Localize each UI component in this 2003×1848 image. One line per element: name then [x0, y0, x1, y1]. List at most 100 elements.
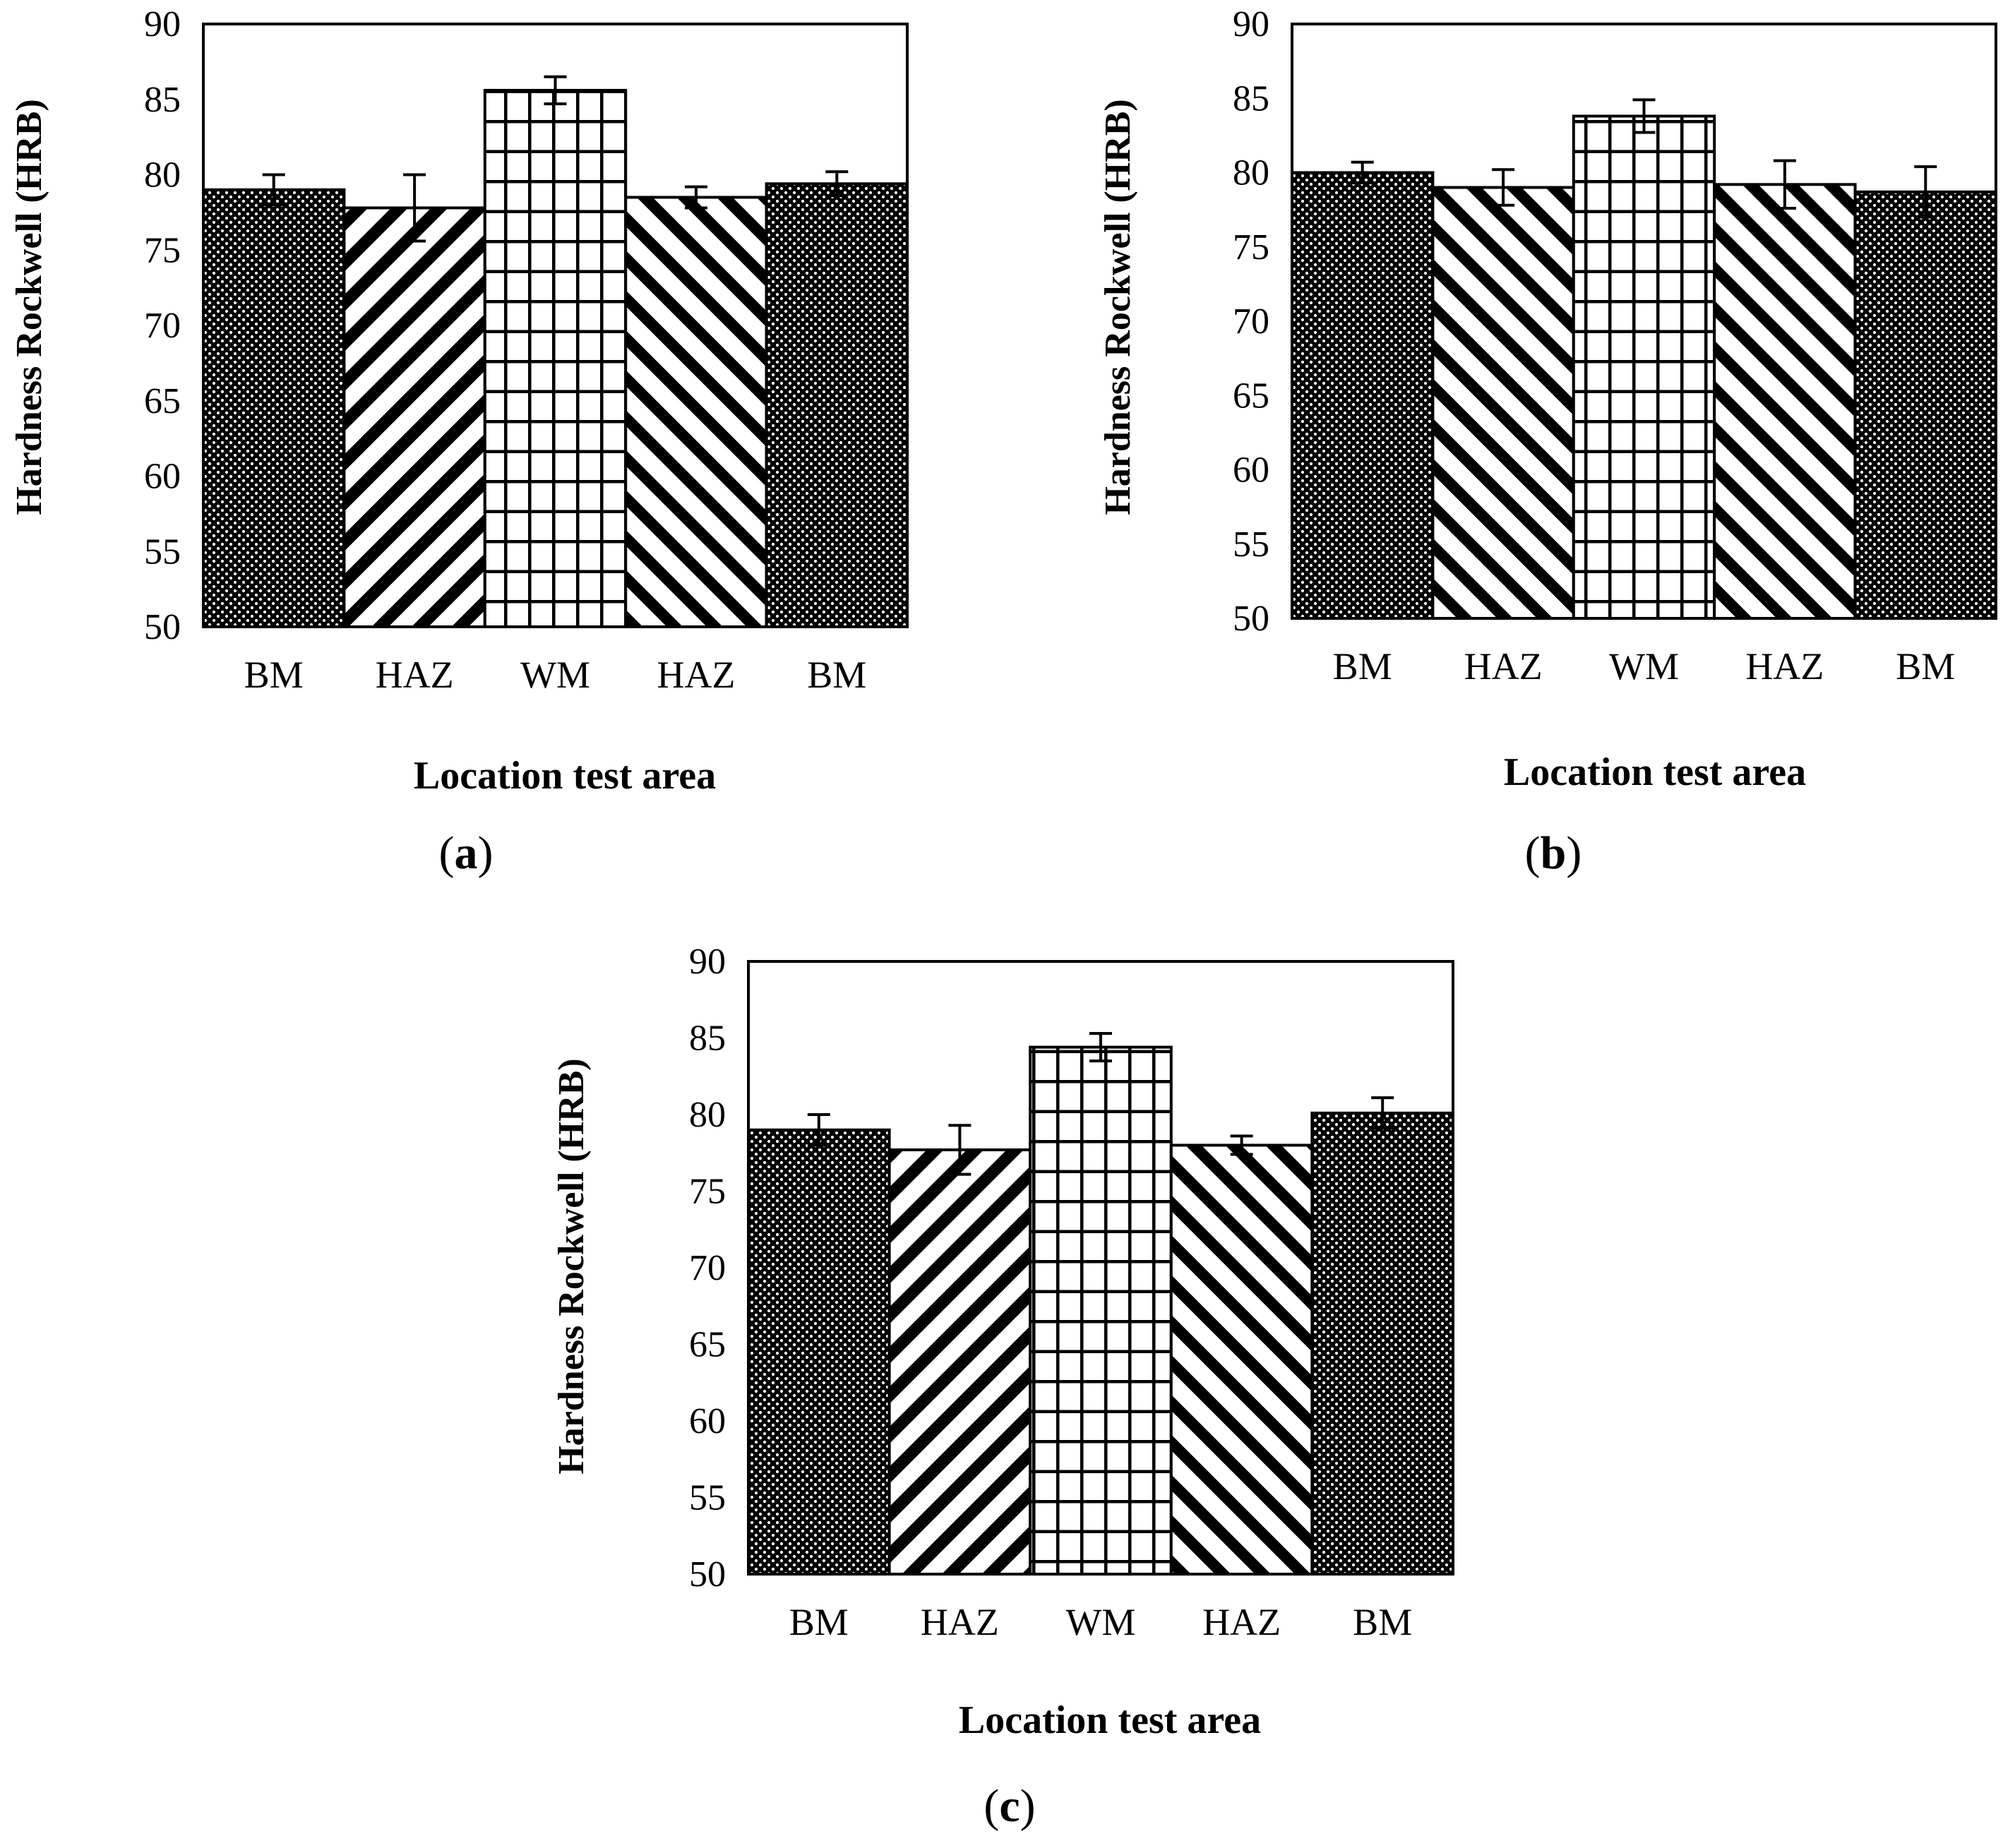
y-tick-label: 70: [1233, 301, 1269, 342]
error-bar: [1492, 168, 1515, 207]
y-tick-label: 90: [144, 4, 181, 44]
panel-caption: (b): [1525, 827, 1582, 879]
bar-series: [747, 1045, 1455, 1576]
x-tick-label: HAZ: [657, 654, 735, 696]
error-bar: [1773, 159, 1796, 210]
x-tick-label: BM: [244, 654, 304, 696]
error-bar: [948, 1124, 971, 1176]
x-axis-ticks: BM HAZ WM HAZ BM: [1333, 645, 1956, 688]
error-bars: [1351, 98, 1937, 219]
error-bar: [1230, 1134, 1253, 1156]
x-tick-label: HAZ: [921, 1601, 999, 1643]
y-axis-label: Hardness Rockwell (HRB): [551, 1058, 592, 1474]
y-axis-label: Hardness Rockwell (HRB): [9, 99, 49, 515]
error-bar: [1089, 1031, 1112, 1063]
x-tick-label: WM: [520, 654, 590, 696]
error-bar: [262, 173, 285, 207]
bar: [887, 1148, 1032, 1576]
y-tick-label: 50: [689, 1554, 726, 1595]
y-tick-label: 65: [144, 381, 181, 421]
y-axis-ticks: 50 55 60 65 70 75 80 85 90: [1233, 4, 1269, 639]
x-tick-label: WM: [1609, 645, 1679, 688]
y-tick-label: 75: [1233, 227, 1269, 268]
bar: [1169, 1144, 1314, 1576]
caption-letter: a: [455, 827, 478, 879]
error-bar: [403, 173, 426, 243]
bar: [1431, 186, 1575, 620]
y-tick-label: 55: [1233, 524, 1269, 565]
y-tick-label: 55: [689, 1478, 726, 1518]
x-axis-label: Location test area: [414, 754, 716, 798]
y-tick-label: 80: [689, 1095, 726, 1135]
y-tick-label: 60: [1233, 450, 1269, 491]
bar: [1853, 190, 1998, 620]
y-tick-label: 90: [689, 942, 726, 982]
y-tick-label: 80: [1233, 153, 1269, 193]
x-tick-label: HAZ: [1464, 645, 1543, 688]
bar: [202, 188, 346, 629]
y-tick-label: 85: [144, 80, 181, 120]
x-tick-label: BM: [807, 654, 866, 696]
y-tick-label: 50: [144, 607, 181, 647]
x-axis-ticks: BM HAZ WM HAZ BM: [789, 1601, 1412, 1643]
x-tick-label: HAZ: [376, 654, 454, 696]
bar: [1572, 114, 1716, 620]
x-tick-label: HAZ: [1202, 1601, 1281, 1643]
caption-letter: c: [999, 1780, 1020, 1832]
error-bar: [1632, 98, 1656, 134]
error-bars: [262, 75, 849, 243]
x-tick-label: BM: [1353, 1601, 1412, 1643]
bar: [747, 1128, 891, 1576]
error-bars: [807, 1031, 1394, 1176]
bar: [765, 182, 909, 628]
y-axis-ticks: 50 55 60 65 70 75 80 85 90: [689, 942, 726, 1595]
x-axis-label: Location test area: [1504, 750, 1806, 794]
bar: [1291, 171, 1435, 620]
y-tick-label: 75: [689, 1172, 726, 1212]
y-tick-label: 80: [144, 155, 181, 196]
panel-caption: (c): [983, 1780, 1035, 1832]
bar: [1029, 1045, 1173, 1576]
panel-caption: (a): [439, 827, 494, 879]
y-tick-label: 60: [144, 457, 181, 497]
bar-series: [202, 88, 909, 629]
bar: [1310, 1111, 1455, 1576]
caption-letter: b: [1541, 827, 1567, 879]
x-tick-label: WM: [1066, 1601, 1136, 1643]
y-tick-label: 75: [144, 230, 181, 270]
x-tick-label: HAZ: [1745, 645, 1824, 688]
bar: [342, 206, 486, 629]
y-tick-label: 50: [1233, 599, 1269, 639]
y-tick-label: 65: [689, 1325, 726, 1365]
y-tick-label: 60: [689, 1401, 726, 1441]
error-bar: [1914, 165, 1937, 219]
bar: [1713, 183, 1857, 620]
y-tick-label: 85: [1233, 78, 1269, 119]
x-tick-label: BM: [1333, 645, 1392, 688]
error-bar: [684, 185, 707, 210]
bar: [483, 88, 628, 628]
chart-panel-c: 50 55 60 65 70 75 80 85 90 BM HAZ WM HAZ BM Hardness…: [551, 942, 1455, 1832]
y-tick-label: 55: [144, 532, 181, 572]
bar-series: [1291, 114, 1998, 620]
x-axis-label: Location test area: [959, 1698, 1261, 1742]
y-tick-label: 90: [1233, 4, 1269, 44]
bar: [624, 196, 768, 628]
x-tick-label: BM: [789, 1601, 849, 1643]
y-tick-label: 70: [689, 1248, 726, 1288]
y-tick-label: 85: [689, 1019, 726, 1059]
error-bar: [544, 75, 567, 106]
chart-panel-b: 50 55 60 65 70 75 80 85 90 BM HAZ WM HAZ BM Hardness…: [1098, 4, 1998, 879]
error-bar: [1371, 1096, 1394, 1130]
x-axis-ticks: BM HAZ WM HAZ BM: [244, 654, 867, 696]
y-tick-label: 70: [144, 306, 181, 346]
y-axis-ticks: 50 55 60 65 70 75 80 85 90: [144, 4, 181, 647]
y-tick-label: 65: [1233, 376, 1269, 416]
error-bar: [1351, 160, 1374, 185]
x-tick-label: BM: [1896, 645, 1955, 688]
chart-panel-a: 50 55 60 65 70 75 80 85 90 BM HAZ WM HAZ BM Hardness…: [9, 4, 909, 879]
error-bar: [825, 170, 849, 198]
error-bar: [807, 1113, 830, 1147]
y-axis-label: Hardness Rockwell (HRB): [1098, 99, 1138, 515]
